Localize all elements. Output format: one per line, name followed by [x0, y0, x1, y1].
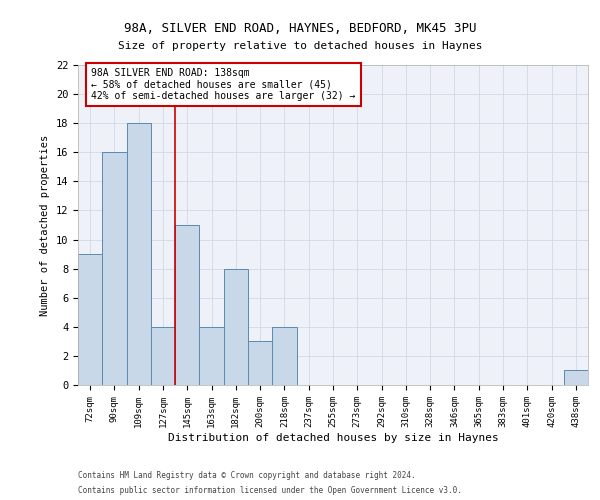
Bar: [272, 327, 296, 385]
Text: 98A, SILVER END ROAD, HAYNES, BEDFORD, MK45 3PU: 98A, SILVER END ROAD, HAYNES, BEDFORD, M…: [124, 22, 476, 36]
Bar: [151, 327, 175, 385]
Bar: [127, 123, 151, 385]
Bar: [564, 370, 588, 385]
Bar: [224, 268, 248, 385]
Text: Contains HM Land Registry data © Crown copyright and database right 2024.: Contains HM Land Registry data © Crown c…: [78, 471, 416, 480]
Bar: [248, 342, 272, 385]
Bar: [78, 254, 102, 385]
Bar: [199, 327, 224, 385]
Text: Size of property relative to detached houses in Haynes: Size of property relative to detached ho…: [118, 41, 482, 51]
Bar: [175, 225, 199, 385]
Text: Contains public sector information licensed under the Open Government Licence v3: Contains public sector information licen…: [78, 486, 462, 495]
Y-axis label: Number of detached properties: Number of detached properties: [40, 134, 50, 316]
Text: 98A SILVER END ROAD: 138sqm
← 58% of detached houses are smaller (45)
42% of sem: 98A SILVER END ROAD: 138sqm ← 58% of det…: [91, 68, 356, 101]
X-axis label: Distribution of detached houses by size in Haynes: Distribution of detached houses by size …: [167, 432, 499, 442]
Bar: [102, 152, 127, 385]
